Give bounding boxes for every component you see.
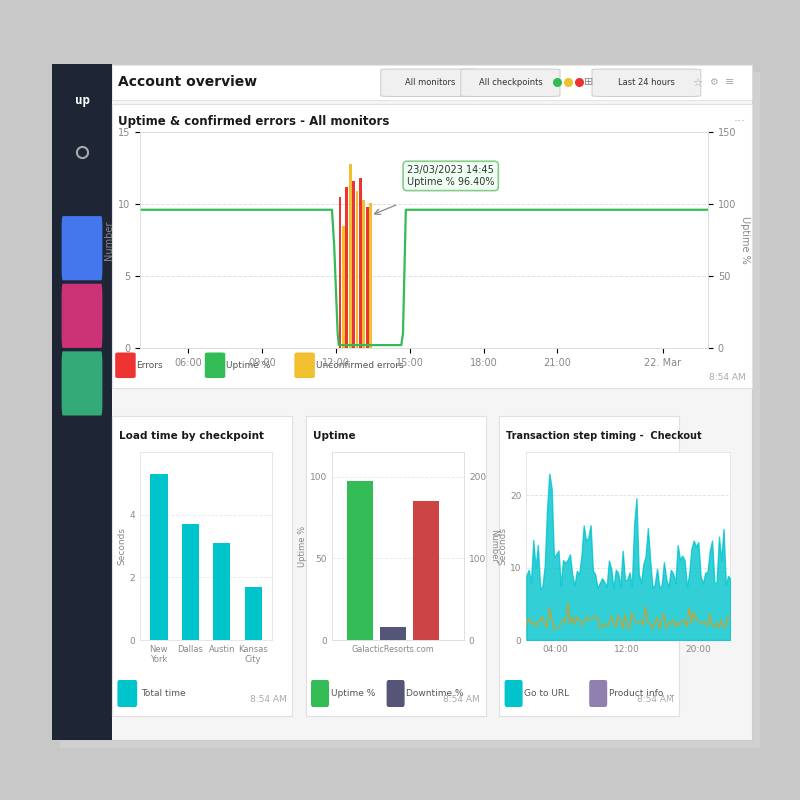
- Bar: [349, 164, 351, 348]
- Bar: [338, 197, 342, 348]
- Y-axis label: Seconds: Seconds: [498, 527, 507, 565]
- Text: Uptime %: Uptime %: [226, 361, 270, 370]
- Y-axis label: Uptime %: Uptime %: [298, 526, 307, 566]
- Text: Total time: Total time: [141, 689, 186, 698]
- FancyBboxPatch shape: [386, 680, 405, 707]
- FancyBboxPatch shape: [381, 69, 480, 97]
- Text: Last 24 hours: Last 24 hours: [618, 78, 675, 87]
- FancyBboxPatch shape: [62, 216, 102, 280]
- Text: Uptime & confirmed errors - All monitors: Uptime & confirmed errors - All monitors: [118, 115, 390, 128]
- Bar: [182, 524, 199, 640]
- Text: All checkpoints: All checkpoints: [478, 78, 542, 87]
- Y-axis label: Seconds: Seconds: [118, 527, 126, 565]
- Text: Unconfirmed errors: Unconfirmed errors: [315, 361, 403, 370]
- Text: Product info ...: Product info ...: [609, 689, 675, 698]
- Bar: [347, 482, 374, 640]
- Bar: [342, 226, 345, 348]
- Text: ⊞: ⊞: [584, 78, 594, 87]
- FancyBboxPatch shape: [589, 680, 607, 707]
- Bar: [369, 202, 372, 348]
- Text: Load time by checkpoint: Load time by checkpoint: [119, 431, 264, 441]
- Text: 8:54 AM: 8:54 AM: [709, 374, 746, 382]
- Text: 8:54 AM: 8:54 AM: [250, 695, 286, 704]
- FancyBboxPatch shape: [294, 353, 315, 378]
- Text: Errors: Errors: [136, 361, 163, 370]
- Text: ☆: ☆: [693, 78, 702, 87]
- Text: 8:54 AM: 8:54 AM: [637, 695, 674, 704]
- Text: Go to URL: Go to URL: [525, 689, 570, 698]
- Bar: [366, 207, 369, 348]
- FancyBboxPatch shape: [62, 284, 102, 348]
- FancyBboxPatch shape: [311, 680, 329, 707]
- Bar: [355, 191, 358, 348]
- FancyBboxPatch shape: [461, 69, 560, 97]
- Bar: [213, 543, 230, 640]
- Bar: [413, 501, 439, 640]
- Bar: [362, 200, 366, 348]
- Text: Downtime %: Downtime %: [406, 689, 464, 698]
- Text: ⚙: ⚙: [710, 78, 718, 87]
- FancyBboxPatch shape: [592, 69, 701, 97]
- Text: Uptime: Uptime: [313, 431, 355, 441]
- Y-axis label: Number: Number: [489, 529, 498, 563]
- Bar: [150, 474, 167, 640]
- Text: 8:54 AM: 8:54 AM: [443, 695, 480, 704]
- Y-axis label: Number: Number: [104, 220, 114, 260]
- Bar: [352, 181, 355, 348]
- Text: Account overview: Account overview: [118, 75, 258, 90]
- Text: up: up: [74, 94, 90, 107]
- FancyBboxPatch shape: [205, 353, 226, 378]
- Text: 23/03/2023 14:45
Uptime % 96.40%: 23/03/2023 14:45 Uptime % 96.40%: [407, 165, 494, 186]
- FancyBboxPatch shape: [118, 680, 138, 707]
- Text: ≡: ≡: [725, 78, 734, 87]
- Y-axis label: Uptime %: Uptime %: [740, 216, 750, 264]
- Bar: [380, 627, 406, 640]
- Text: Transaction step timing -  Checkout: Transaction step timing - Checkout: [506, 431, 702, 441]
- Bar: [346, 186, 348, 348]
- Text: ···: ···: [734, 115, 746, 128]
- FancyBboxPatch shape: [115, 353, 136, 378]
- FancyBboxPatch shape: [505, 680, 522, 707]
- Text: All monitors: All monitors: [406, 78, 455, 87]
- Bar: [245, 586, 262, 640]
- FancyBboxPatch shape: [62, 351, 102, 415]
- Bar: [359, 178, 362, 348]
- Text: Uptime %: Uptime %: [331, 689, 375, 698]
